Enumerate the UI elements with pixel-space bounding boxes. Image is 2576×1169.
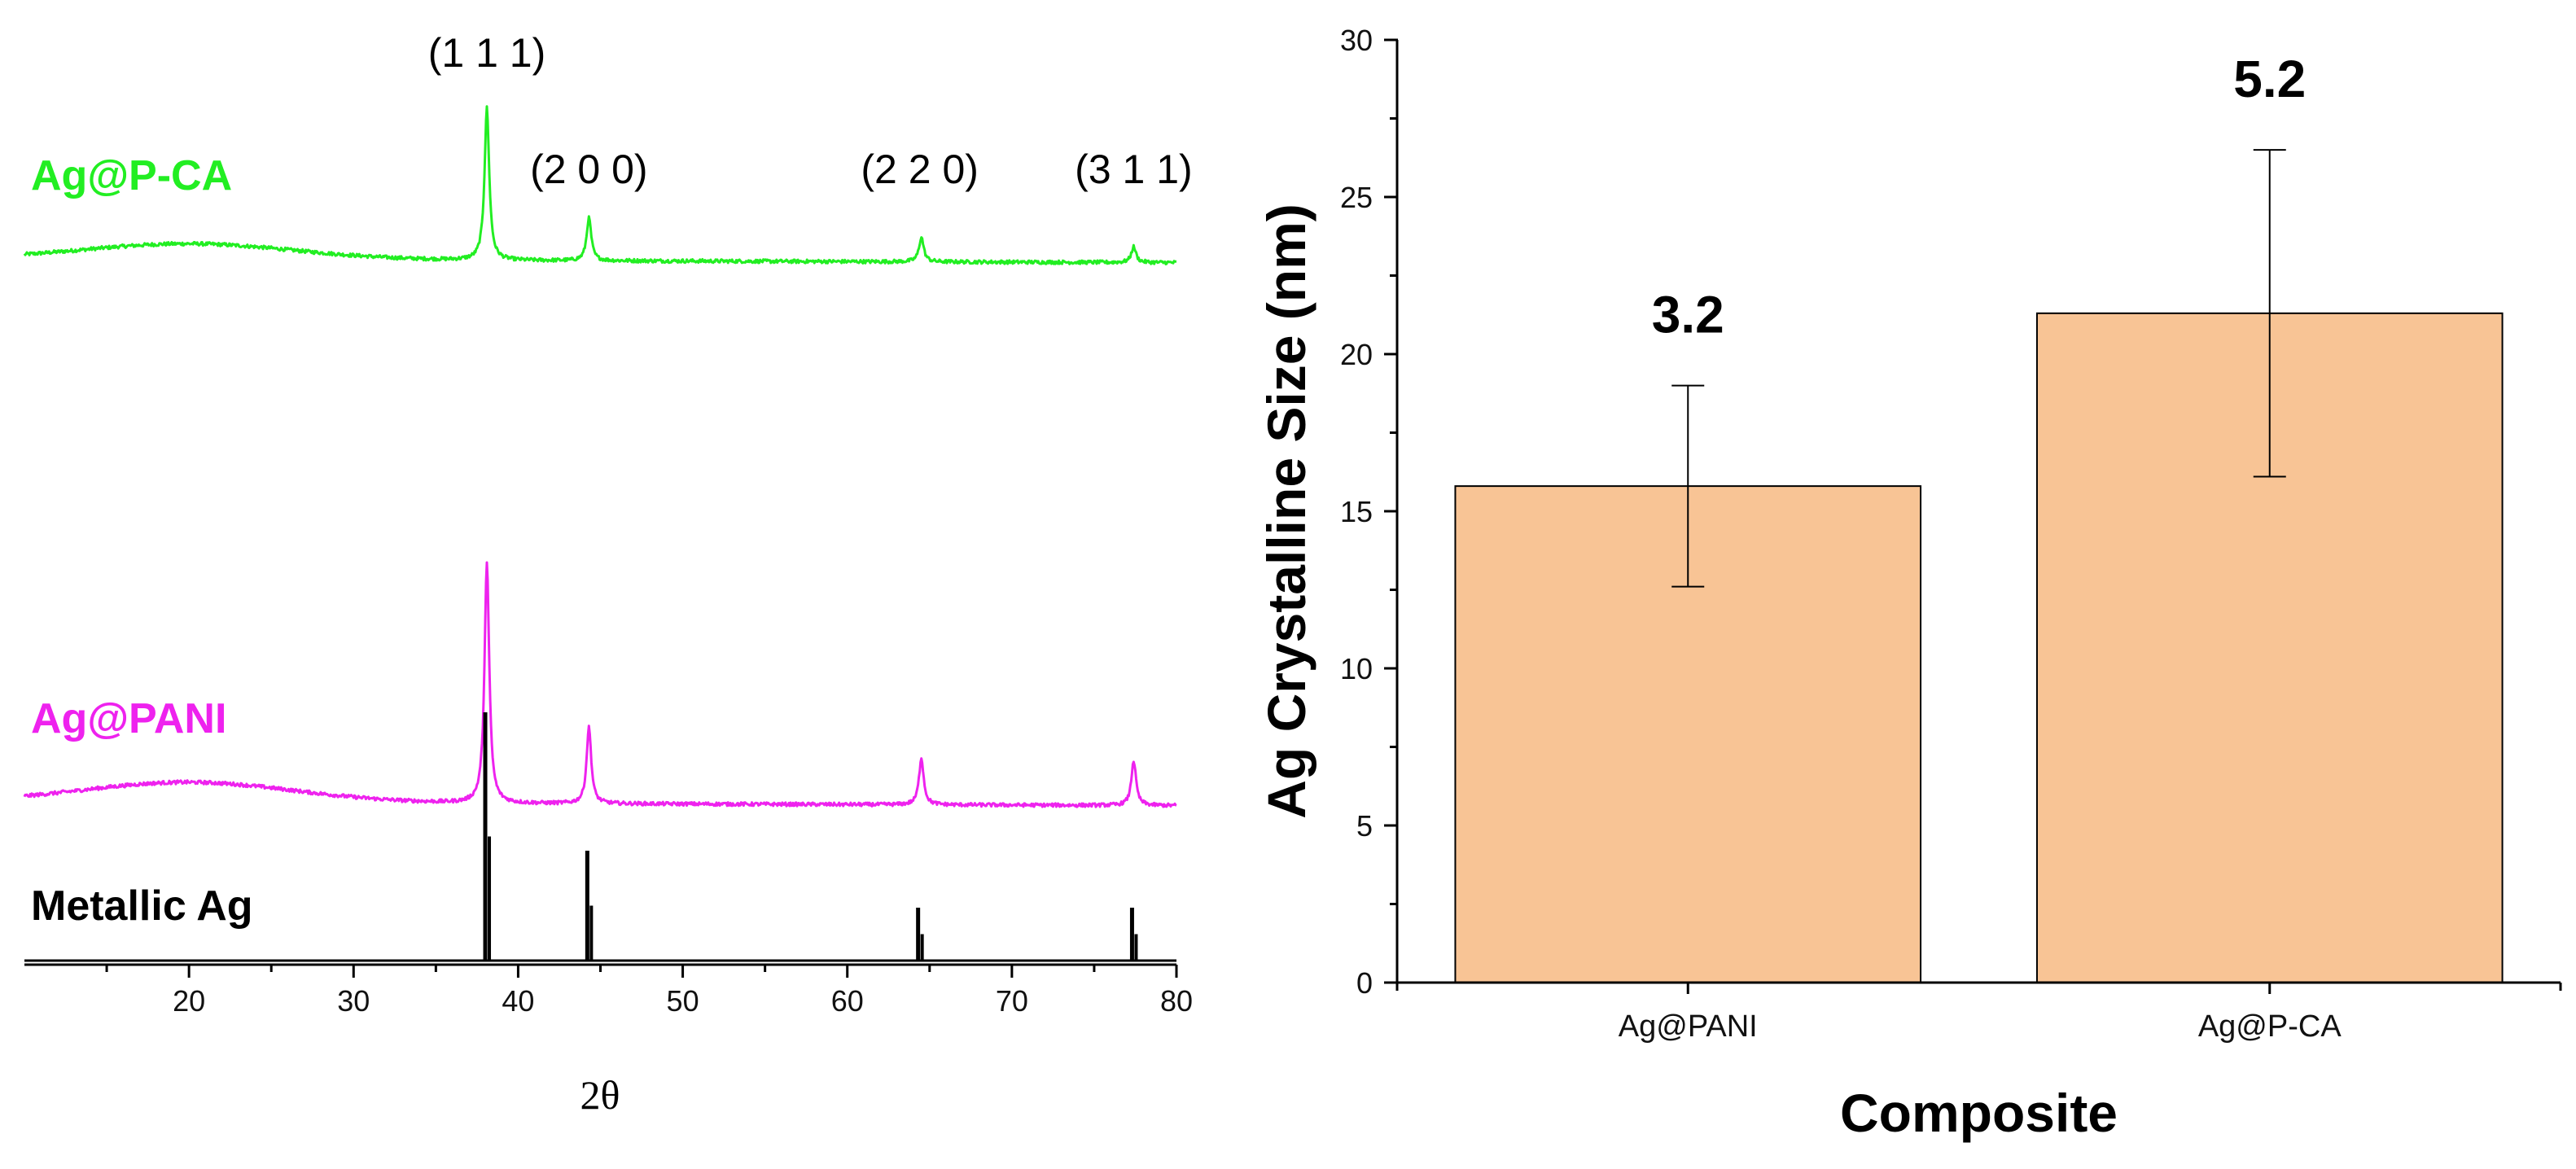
xrd-series-label-ag-pani: Ag@PANI bbox=[31, 695, 226, 742]
xrd-x-ticks: 20 30 40 50 60 70 80 bbox=[105, 965, 1193, 1018]
xrd-peak-label: (2 2 0) bbox=[861, 147, 979, 192]
bar-data-label: 5.2 bbox=[2233, 50, 2306, 108]
bar-bars bbox=[1454, 312, 2504, 983]
bar-x-tick-label: Ag@PANI bbox=[1619, 1009, 1758, 1044]
xrd-series-label-ag-p-ca: Ag@P-CA bbox=[31, 152, 232, 199]
xrd-x-tick-label: 60 bbox=[831, 984, 864, 1018]
bar-y-tick-label: 25 bbox=[1340, 181, 1373, 214]
bar-y-tick-label: 5 bbox=[1356, 809, 1373, 843]
xrd-x-tick-label: 30 bbox=[337, 984, 370, 1018]
bar-y-tick-label: 0 bbox=[1356, 966, 1373, 1000]
xrd-series-labels: Ag@P-CA Ag@PANI Metallic Ag bbox=[31, 152, 253, 930]
xrd-x-tick-label: 50 bbox=[667, 984, 699, 1018]
bar-y-tick-label: 10 bbox=[1340, 652, 1373, 685]
bar-y-axis-title: Ag Crystalline Size (nm) bbox=[1256, 204, 1316, 819]
xrd-x-tick-label: 70 bbox=[996, 984, 1028, 1018]
xrd-peak-label: (3 1 1) bbox=[1075, 147, 1193, 192]
xrd-x-tick-label: 80 bbox=[1160, 984, 1193, 1018]
bar-y-tick-label: 15 bbox=[1340, 495, 1373, 528]
xrd-x-axis-title: 2θ bbox=[580, 1072, 620, 1118]
xrd-x-tick-label: 20 bbox=[173, 984, 205, 1018]
bar-y-tick-label: 20 bbox=[1340, 338, 1373, 371]
xrd-series-label-metallic-ag: Metallic Ag bbox=[31, 882, 253, 930]
bar-y-tick-label: 30 bbox=[1340, 24, 1373, 57]
xrd-series-line-ag-pani bbox=[23, 561, 1177, 808]
bar-data-labels: 3.2 5.2 bbox=[1652, 50, 2306, 344]
bar-y-ticks: 0 5 10 15 20 25 30 bbox=[1340, 24, 1397, 1000]
bar-panel: 3.2 5.2 0 5 10 15 20 25 30 Ag@PANI Ag@P-CA Compo… bbox=[1256, 24, 2562, 1143]
xrd-panel: Ag@P-CA Ag@PANI Metallic Ag (1 1 1) (2 0 0)… bbox=[23, 30, 1193, 1118]
xrd-series-group bbox=[23, 105, 1177, 962]
xrd-peak-label: (2 0 0) bbox=[530, 147, 648, 192]
bar-x-axis-title: Composite bbox=[1840, 1083, 2118, 1143]
xrd-peak-label: (1 1 1) bbox=[428, 30, 546, 76]
bar-x-ticks: Ag@PANI Ag@P-CA bbox=[1395, 983, 2562, 1044]
bar-data-label: 3.2 bbox=[1652, 286, 1724, 344]
xrd-peak-labels: (1 1 1) (2 0 0) (2 2 0) (3 1 1) bbox=[428, 30, 1193, 192]
bar-error-bars bbox=[1671, 149, 2286, 588]
xrd-x-tick-label: 40 bbox=[502, 984, 534, 1018]
xrd-series-line-ag-p-ca bbox=[23, 105, 1177, 265]
bar-x-tick-label: Ag@P-CA bbox=[2198, 1009, 2342, 1044]
